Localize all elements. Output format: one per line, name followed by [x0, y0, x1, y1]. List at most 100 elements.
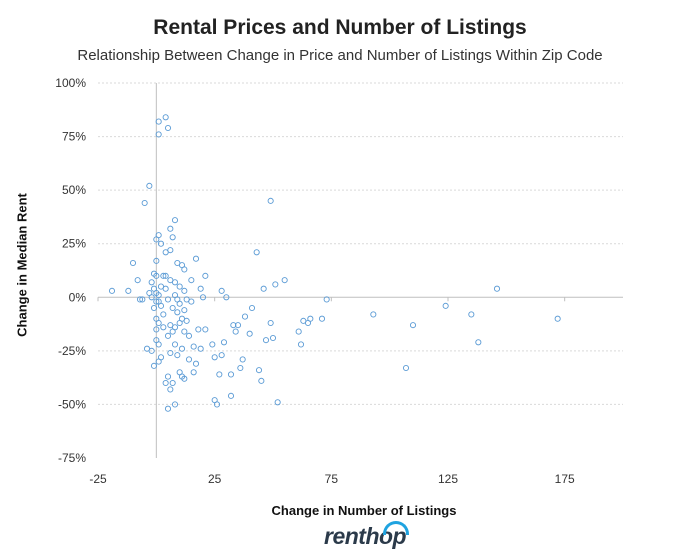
gridlines — [98, 82, 623, 405]
y-tick-label: 25% — [62, 237, 86, 251]
data-point — [155, 319, 162, 327]
data-point — [192, 360, 200, 367]
data-point — [475, 339, 482, 346]
data-point — [155, 341, 162, 348]
data-point — [468, 311, 475, 318]
data-point — [157, 240, 165, 247]
x-tick-label: 25 — [208, 472, 222, 486]
data-point — [267, 319, 274, 327]
data-point — [181, 287, 188, 294]
data-point — [554, 315, 561, 322]
data-point — [155, 118, 162, 125]
data-point — [232, 328, 239, 335]
data-point — [181, 375, 188, 382]
data-point — [307, 315, 314, 322]
data-point — [281, 277, 288, 284]
data-point — [167, 349, 174, 357]
data-point — [141, 199, 148, 207]
y-tick-label: 0% — [69, 290, 87, 304]
data-point — [157, 354, 165, 361]
data-point — [153, 326, 160, 333]
data-point — [150, 362, 158, 369]
data-point — [162, 114, 169, 121]
x-tick-label: 125 — [438, 472, 458, 486]
data-point — [202, 272, 209, 279]
data-point — [169, 234, 176, 241]
data-point — [295, 328, 302, 335]
data-point — [493, 285, 501, 292]
data-point — [148, 294, 155, 301]
data-point — [167, 247, 174, 254]
data-point — [171, 279, 179, 286]
data-point — [167, 225, 174, 232]
data-point — [227, 392, 235, 399]
data-point — [164, 332, 172, 339]
data-point — [253, 249, 260, 256]
data-point — [155, 131, 162, 138]
data-point — [157, 302, 165, 309]
data-point — [153, 272, 160, 279]
data-point — [171, 217, 179, 224]
data-point — [402, 364, 410, 372]
data-point — [169, 304, 176, 312]
data-point — [148, 279, 155, 286]
data-point — [181, 307, 188, 314]
y-axis-label: Change in Median Rent — [14, 193, 30, 337]
y-tick-label: -75% — [58, 451, 86, 465]
data-point — [160, 324, 167, 331]
logo-arc-icon — [383, 521, 409, 535]
data-point — [169, 379, 176, 387]
data-point — [176, 300, 183, 307]
data-point — [239, 356, 246, 363]
data-point — [248, 304, 256, 312]
data-point — [227, 371, 235, 378]
data-point — [370, 311, 377, 318]
data-point — [185, 332, 193, 339]
data-point — [241, 313, 249, 320]
data-point — [195, 326, 202, 333]
x-tick-labels: -25 25 75 125 175 — [89, 472, 575, 486]
data-point — [258, 377, 265, 384]
data-point — [178, 345, 186, 352]
data-point — [209, 341, 216, 348]
data-point — [155, 292, 162, 299]
data-point — [153, 298, 160, 305]
data-point — [246, 330, 253, 337]
data-point — [171, 401, 179, 408]
data-point — [125, 287, 132, 294]
data-point — [167, 386, 174, 393]
data-point — [190, 343, 197, 350]
data-point — [160, 311, 167, 318]
data-point — [230, 322, 237, 329]
data-point — [255, 367, 263, 374]
data-point — [234, 322, 242, 329]
data-point — [148, 347, 155, 354]
data-point — [218, 352, 225, 359]
data-point — [213, 401, 221, 408]
axes — [97, 83, 623, 458]
data-point — [237, 364, 244, 372]
data-point — [185, 356, 193, 363]
data-point — [262, 337, 270, 344]
data-point — [164, 296, 172, 303]
x-tick-label: -25 — [89, 472, 107, 486]
data-point — [409, 322, 417, 329]
data-point — [162, 285, 169, 292]
data-point — [274, 399, 281, 406]
chart-title: Rental Prices and Number of Listings — [153, 16, 527, 39]
data-point — [272, 281, 279, 288]
data-point — [202, 326, 209, 333]
data-point — [218, 287, 225, 294]
data-point — [162, 379, 169, 387]
data-point — [267, 197, 274, 204]
data-point — [171, 341, 179, 348]
x-tick-label: 75 — [325, 472, 339, 486]
data-point — [297, 341, 305, 348]
data-points — [108, 114, 561, 412]
data-point — [269, 334, 277, 342]
data-point — [216, 371, 223, 378]
data-point — [223, 294, 230, 301]
y-tick-label: 50% — [62, 183, 86, 197]
data-point — [323, 296, 330, 303]
